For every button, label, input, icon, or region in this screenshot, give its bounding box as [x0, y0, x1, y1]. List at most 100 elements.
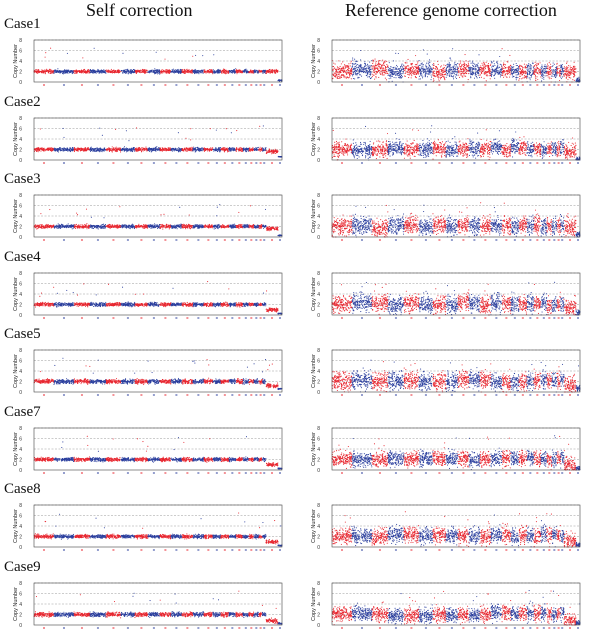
copy-number-point: [483, 62, 484, 63]
copy-number-point: [434, 75, 435, 76]
copy-number-point: [369, 65, 370, 66]
copy-number-point: [343, 71, 344, 72]
copy-number-point: [456, 65, 457, 66]
copy-number-point: [355, 73, 356, 74]
copy-number-point: [248, 71, 249, 72]
copy-number-point: [407, 65, 408, 66]
copy-number-point: [380, 73, 381, 74]
copy-number-point: [510, 67, 511, 68]
data-points: [332, 48, 581, 82]
copy-number-point: [369, 76, 370, 77]
copy-number-point: [509, 71, 510, 72]
copy-number-point: [44, 71, 45, 72]
copy-number-point: [566, 75, 567, 76]
copy-number-point: [570, 65, 571, 66]
chromosome-marker: [425, 85, 427, 86]
copy-number-point: [35, 71, 36, 72]
copy-number-point: [233, 70, 234, 71]
copy-number-point: [337, 76, 338, 77]
copy-number-point: [106, 150, 107, 151]
copy-number-point: [198, 73, 199, 74]
copy-number-point: [485, 65, 486, 66]
copy-number-point: [412, 63, 413, 64]
copy-number-point: [157, 71, 158, 72]
copy-number-point: [412, 66, 413, 67]
copy-number-point: [267, 70, 268, 71]
copy-number-point: [380, 64, 381, 65]
copy-number-point: [346, 70, 347, 71]
copy-number-point: [520, 73, 521, 74]
copy-number-point: [431, 74, 432, 75]
copy-number-point: [550, 64, 551, 65]
copy-number-point: [103, 71, 104, 72]
copy-number-point: [537, 68, 538, 69]
copy-number-point: [536, 76, 537, 77]
copy-number-point: [574, 75, 575, 76]
copy-number-point: [64, 72, 65, 73]
copy-number-point: [529, 71, 530, 72]
copy-number-point: [462, 72, 463, 73]
copy-number-point: [113, 72, 114, 73]
copy-number-point: [446, 64, 447, 65]
copy-number-point: [447, 75, 448, 76]
copy-number-point: [500, 70, 501, 71]
copy-number-point: [136, 72, 137, 73]
copy-number-point: [433, 68, 434, 69]
copy-number-point: [85, 147, 86, 148]
copy-number-point: [58, 148, 59, 149]
copy-number-point: [438, 64, 439, 65]
copy-number-point: [430, 68, 431, 69]
copy-number-point: [420, 74, 421, 75]
copy-number-point: [401, 69, 402, 70]
copy-number-point: [257, 71, 258, 72]
copy-number-point: [492, 66, 493, 67]
copy-number-point: [461, 75, 462, 76]
copy-number-point: [332, 66, 333, 67]
copy-number-point: [213, 71, 214, 72]
copy-number-point: [447, 73, 448, 74]
copy-number-point: [378, 66, 379, 67]
copy-number-point: [352, 67, 353, 68]
copy-number-point: [449, 64, 450, 65]
copy-number-point: [183, 71, 184, 72]
copy-number-point: [468, 61, 469, 62]
copy-number-point: [202, 55, 203, 56]
copy-number-point: [197, 70, 198, 71]
copy-number-point: [480, 69, 481, 70]
copy-number-point: [445, 65, 446, 66]
copy-number-point: [419, 76, 420, 77]
copy-number-point: [386, 72, 387, 73]
copy-number-point: [43, 71, 44, 72]
copy-number-point: [535, 78, 536, 79]
y-tick-label: 6: [19, 126, 22, 132]
chromosome-marker: [271, 85, 273, 86]
copy-number-point: [447, 66, 448, 67]
copy-number-point: [212, 69, 213, 70]
copy-number-point: [560, 71, 561, 72]
copy-number-point: [421, 68, 422, 69]
data-points: [34, 125, 283, 157]
copy-number-point: [463, 64, 464, 65]
copy-number-point: [401, 66, 402, 67]
copy-number-point: [266, 73, 267, 74]
copy-number-point: [226, 73, 227, 74]
copy-number-point: [426, 66, 427, 67]
copy-number-point: [262, 73, 263, 74]
copy-number-point: [383, 63, 384, 64]
copy-number-point: [145, 146, 146, 147]
copy-number-point: [551, 78, 552, 79]
copy-number-point: [397, 75, 398, 76]
copy-number-point: [523, 72, 524, 73]
copy-number-point: [531, 68, 532, 69]
copy-number-point: [139, 72, 140, 73]
copy-number-point: [496, 71, 497, 72]
copy-number-point: [374, 69, 375, 70]
copy-number-point: [417, 72, 418, 73]
copy-number-point: [123, 70, 124, 71]
copy-number-point: [504, 72, 505, 73]
copy-number-point: [451, 69, 452, 70]
copy-number-point: [69, 148, 70, 149]
copy-number-point: [273, 71, 274, 72]
copy-number-point: [418, 66, 419, 67]
